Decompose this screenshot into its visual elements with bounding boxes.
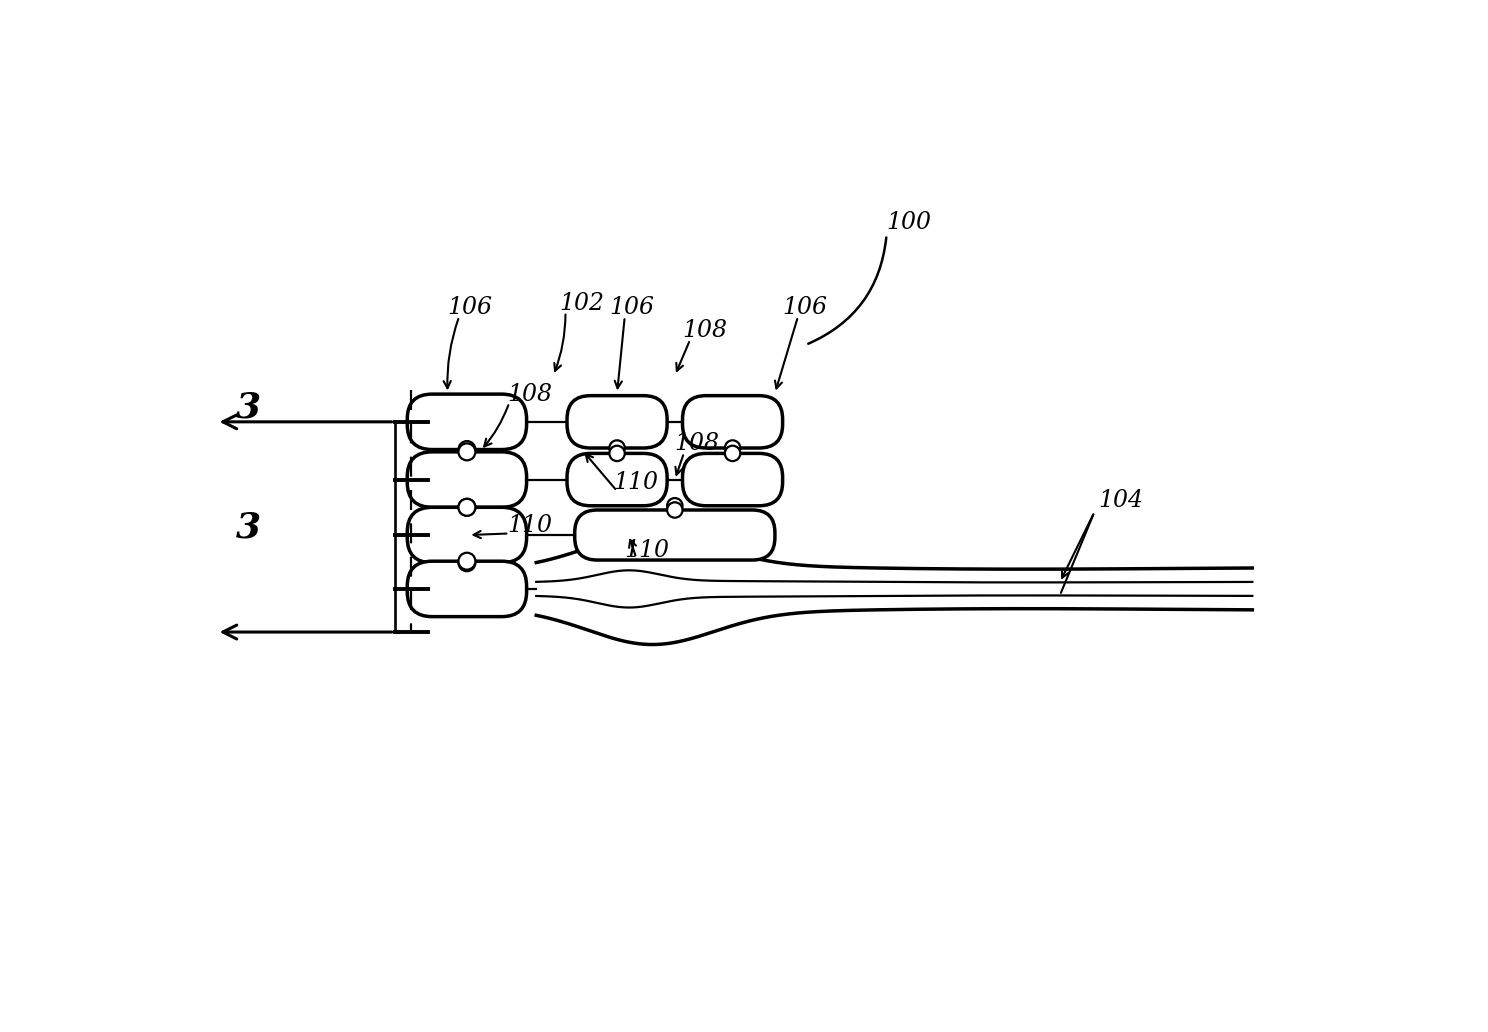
Circle shape bbox=[725, 441, 740, 456]
Text: 108: 108 bbox=[683, 319, 728, 343]
Text: 106: 106 bbox=[610, 296, 655, 319]
Text: 110: 110 bbox=[613, 471, 658, 494]
FancyBboxPatch shape bbox=[408, 561, 527, 617]
FancyBboxPatch shape bbox=[683, 395, 783, 448]
Text: 104: 104 bbox=[1098, 488, 1143, 512]
Text: 110: 110 bbox=[507, 514, 552, 537]
Circle shape bbox=[458, 554, 475, 571]
Text: 102: 102 bbox=[559, 292, 604, 315]
FancyBboxPatch shape bbox=[574, 510, 775, 560]
Text: 106: 106 bbox=[783, 296, 827, 319]
FancyBboxPatch shape bbox=[683, 453, 783, 506]
Circle shape bbox=[458, 498, 475, 516]
Text: 100: 100 bbox=[887, 212, 931, 234]
Circle shape bbox=[458, 498, 475, 516]
Text: 3: 3 bbox=[237, 391, 260, 425]
Text: 110: 110 bbox=[625, 539, 670, 561]
Circle shape bbox=[667, 503, 683, 518]
FancyBboxPatch shape bbox=[567, 453, 667, 506]
FancyBboxPatch shape bbox=[408, 508, 527, 562]
FancyBboxPatch shape bbox=[408, 394, 527, 450]
Text: 108: 108 bbox=[507, 383, 552, 406]
Text: 3: 3 bbox=[237, 511, 260, 544]
Circle shape bbox=[458, 553, 475, 570]
Circle shape bbox=[725, 446, 740, 461]
FancyBboxPatch shape bbox=[408, 452, 527, 508]
Text: 106: 106 bbox=[448, 296, 493, 319]
Circle shape bbox=[610, 441, 625, 456]
Circle shape bbox=[458, 441, 475, 458]
Text: 108: 108 bbox=[676, 432, 720, 455]
Circle shape bbox=[667, 498, 683, 514]
Circle shape bbox=[458, 444, 475, 460]
FancyBboxPatch shape bbox=[567, 395, 667, 448]
Circle shape bbox=[610, 446, 625, 461]
